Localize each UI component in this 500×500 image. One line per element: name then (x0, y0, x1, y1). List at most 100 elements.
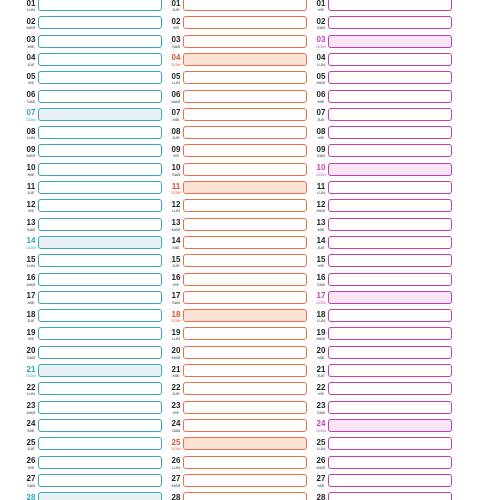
day-number: 20 (316, 346, 326, 356)
day-number: 23 (171, 401, 181, 411)
day-number: 03 (26, 35, 36, 45)
entry-box (328, 34, 452, 48)
day-number: 15 (316, 254, 326, 264)
entry-box (183, 107, 307, 121)
entry-box (328, 126, 452, 140)
day-number: 10 (316, 163, 326, 173)
entry-box (183, 492, 307, 500)
weekday: DOM (26, 116, 36, 122)
weekday: MIE (27, 427, 35, 433)
day-number: 19 (171, 327, 181, 337)
entry-box (38, 455, 162, 469)
day-number: 27 (316, 474, 326, 484)
day-number: 16 (171, 273, 181, 282)
weekday: MIE (27, 43, 35, 49)
weekday: JUE (27, 318, 35, 324)
entry-box (183, 327, 307, 341)
entry-box (183, 89, 307, 103)
entry-box (328, 162, 452, 176)
entry-box (328, 71, 452, 85)
day-number: 08 (316, 126, 326, 136)
weekday: MAR (171, 482, 181, 488)
day-number: 17 (171, 291, 181, 301)
day-number: 18 (26, 309, 36, 319)
weekday: LUN (26, 135, 35, 141)
entry-box (183, 199, 307, 213)
weekday: MIE (317, 98, 325, 104)
day-number: 09 (316, 144, 326, 154)
weekday: SAB (316, 409, 325, 415)
entry-box (328, 400, 452, 414)
weekday: MAR (316, 464, 326, 470)
day-number: 12 (316, 199, 326, 209)
day-number: 08 (171, 126, 181, 136)
weekday: MIE (27, 171, 35, 177)
day-number: 10 (171, 163, 181, 173)
entry-box (328, 364, 452, 377)
entry-box (328, 254, 452, 268)
entry-box (183, 254, 307, 268)
weekday: MIE (27, 299, 35, 305)
day-number: 27 (171, 474, 181, 484)
entry-box (183, 126, 307, 140)
weekday: MIE (172, 116, 180, 122)
entry-box (38, 144, 162, 158)
day-number: 05 (26, 71, 36, 81)
entry-box (183, 437, 307, 451)
weekday: VIE (27, 464, 35, 470)
day-number: 08 (26, 126, 36, 136)
entry-box (328, 16, 452, 30)
weekday: DOM (316, 43, 326, 49)
day-number: 22 (171, 382, 181, 392)
weekday: JUE (172, 391, 180, 397)
weekday: MAR (26, 281, 36, 287)
weekday: LUN (26, 391, 35, 397)
entry-box (328, 0, 452, 11)
day-number: 09 (26, 144, 36, 154)
day-number: 01 (171, 0, 181, 8)
weekday: LUN (26, 7, 35, 12)
weekday: MAR (316, 208, 326, 214)
day-number: 07 (26, 108, 36, 118)
entry-box (183, 162, 307, 176)
entry-box (183, 16, 307, 30)
entry-box (38, 181, 162, 194)
day-number: 12 (26, 199, 36, 209)
day-number: 02 (316, 16, 326, 26)
entry-box (183, 400, 307, 414)
weekday: SAB (26, 98, 35, 104)
day-number: 03 (171, 35, 181, 45)
weekday: LUN (316, 446, 325, 452)
weekday: LUN (316, 190, 325, 195)
day-number: 21 (316, 364, 326, 374)
day-number: 21 (26, 364, 36, 374)
day-number: 25 (316, 437, 326, 447)
day-number: 03 (316, 35, 326, 45)
day-number: 02 (171, 16, 181, 26)
entry-box (38, 34, 162, 48)
day-number: 07 (171, 108, 181, 118)
entry-box (183, 0, 307, 11)
day-number: 16 (26, 273, 36, 282)
weekday: LUN (171, 80, 180, 86)
day-number: 28 (316, 492, 326, 500)
day-number: 22 (26, 382, 36, 392)
weekday: DOM (171, 61, 181, 67)
day-number: 16 (316, 273, 326, 282)
weekday: MAR (316, 336, 326, 342)
entry-box (183, 455, 307, 469)
day-number: 26 (316, 456, 326, 465)
weekday: MIE (317, 226, 325, 232)
entry-box (38, 0, 162, 11)
weekday: MAR (171, 98, 181, 104)
weekday: LUN (171, 208, 180, 214)
weekday: VIE (172, 25, 180, 31)
weekday: MAR (26, 25, 36, 31)
day-number: 06 (316, 90, 326, 99)
weekday: MAR (316, 80, 326, 86)
entry-box (328, 144, 452, 158)
weekday: SAB (171, 43, 180, 49)
weekday: LUN (171, 336, 180, 342)
weekday: VIE (27, 336, 35, 342)
day-number: 11 (26, 181, 36, 191)
